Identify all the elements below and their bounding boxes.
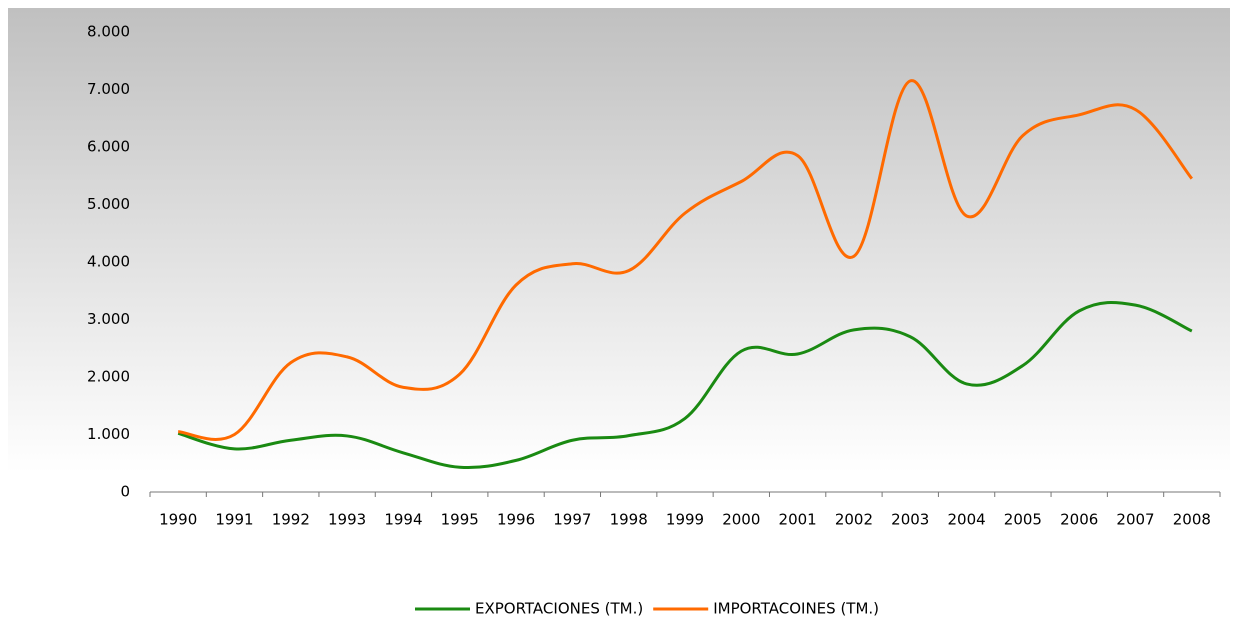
x-tick-label: 2005 bbox=[1004, 511, 1042, 529]
x-tick-label: 1999 bbox=[666, 511, 704, 529]
x-tick-label: 1990 bbox=[159, 511, 197, 529]
x-tick-label: 1991 bbox=[215, 511, 253, 529]
series-line bbox=[177, 79, 1194, 441]
series-line bbox=[177, 300, 1193, 470]
y-tick-label: 6.000 bbox=[87, 138, 130, 156]
x-tick-label: 2007 bbox=[1116, 511, 1154, 529]
y-tick-label: 1.000 bbox=[87, 425, 130, 443]
y-tick-label: 3.000 bbox=[87, 310, 130, 328]
y-tick-label: 0 bbox=[120, 483, 130, 501]
x-tick-label: 1997 bbox=[553, 511, 591, 529]
x-tick-label: 1998 bbox=[610, 511, 648, 529]
x-tick-label: 2002 bbox=[835, 511, 873, 529]
y-tick-label: 4.000 bbox=[87, 253, 130, 271]
x-tick-label: 1996 bbox=[497, 511, 535, 529]
x-tick-label: 1995 bbox=[441, 511, 479, 529]
x-tick-label: 1993 bbox=[328, 511, 366, 529]
legend-label: EXPORTACIONES (TM.) bbox=[475, 600, 643, 618]
x-tick-label: 1992 bbox=[272, 511, 310, 529]
plot-background bbox=[8, 8, 1230, 588]
x-tick-label: 1994 bbox=[384, 511, 422, 529]
legend-label: IMPORTACOINES (TM.) bbox=[713, 600, 879, 618]
x-tick-label: 2000 bbox=[722, 511, 760, 529]
y-tick-label: 5.000 bbox=[87, 195, 130, 213]
y-tick-label: 8.000 bbox=[87, 23, 130, 41]
x-tick-label: 2008 bbox=[1173, 511, 1211, 529]
x-tick-label: 2001 bbox=[779, 511, 817, 529]
y-tick-label: 2.000 bbox=[87, 368, 130, 386]
y-tick-label: 7.000 bbox=[87, 80, 130, 98]
x-tick-label: 2006 bbox=[1060, 511, 1098, 529]
x-tick-label: 2003 bbox=[891, 511, 929, 529]
x-tick-label: 2004 bbox=[947, 511, 985, 529]
